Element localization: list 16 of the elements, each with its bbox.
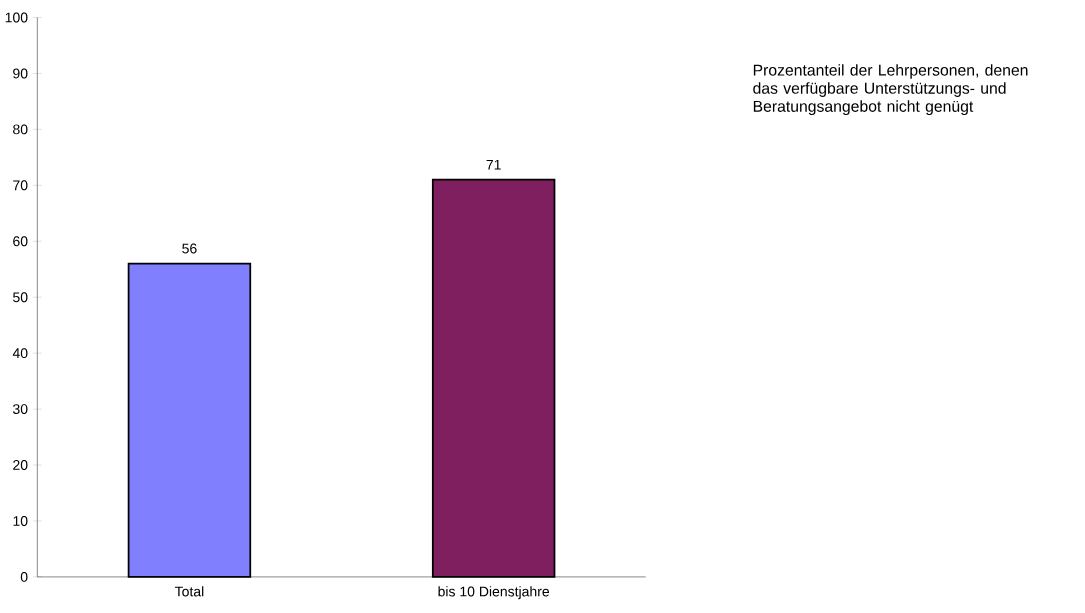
x-tick-label: bis 10 Dienstjahre <box>438 586 550 600</box>
y-tick-label: 40 <box>12 348 28 359</box>
x-tick-label: Total <box>174 586 204 597</box>
y-tick-label: 10 <box>13 516 28 527</box>
data-label: 71 <box>486 159 501 170</box>
y-tick-label: 80 <box>13 124 28 135</box>
y-tick-label: 90 <box>13 68 28 79</box>
y-tick-label: 60 <box>13 236 28 247</box>
text: Prozentanteil der Lehrpersonen, denen das verfügbare Unterstützungs- und Beratungsangebot nicht genügt <box>753 64 1028 116</box>
y-tick-label: 20 <box>13 460 28 471</box>
data-label: 56 <box>182 243 197 254</box>
y-tick-label: 0 <box>20 572 28 582</box>
y-tick-label: 30 <box>13 404 28 415</box>
y-tick-label: 100 <box>5 12 28 23</box>
y-tick-label: 70 <box>13 180 28 191</box>
y-tick-label: 50 <box>13 292 28 303</box>
